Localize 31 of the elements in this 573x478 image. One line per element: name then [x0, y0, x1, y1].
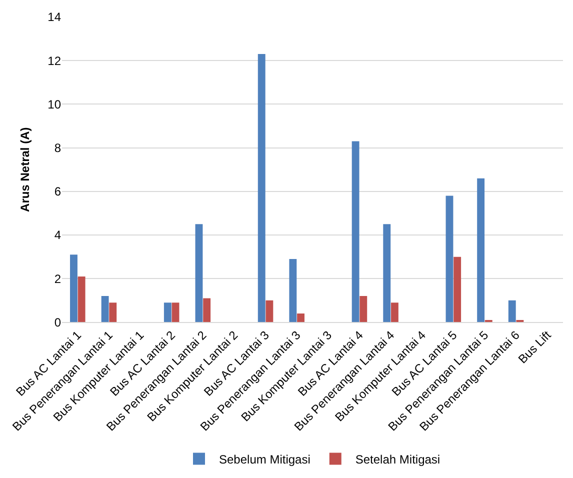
- bar: [70, 254, 78, 322]
- bar: [508, 300, 516, 322]
- bar: [297, 314, 304, 322]
- y-axis-title: Arus Netral (A): [18, 127, 32, 212]
- bar: [289, 259, 297, 322]
- y-tick-label: 12: [48, 54, 62, 68]
- y-tick-label: 14: [48, 10, 62, 24]
- bar: [266, 300, 274, 322]
- y-tick-label: 2: [54, 272, 62, 286]
- bar: [164, 302, 172, 322]
- bar: [477, 178, 485, 322]
- bar: [454, 256, 462, 322]
- y-tick-label: 6: [54, 184, 62, 199]
- bar: [78, 276, 86, 322]
- legend-label: Sebelum Mitigasi: [219, 452, 310, 466]
- bar: [383, 224, 391, 322]
- bar: [172, 302, 180, 322]
- bar: [258, 54, 266, 322]
- y-tick-label: 8: [54, 141, 62, 156]
- bar: [203, 298, 211, 322]
- bar: [360, 296, 368, 322]
- bar: [101, 296, 109, 322]
- y-tick-label: 0: [54, 315, 62, 330]
- bar: [352, 141, 360, 322]
- y-tick-label: 10: [48, 97, 62, 112]
- legend-label: Setelah Mitigasi: [355, 452, 440, 466]
- y-tick-label: 4: [54, 228, 62, 242]
- bar: [195, 224, 203, 322]
- bar: [109, 302, 117, 322]
- bar: [390, 302, 398, 322]
- bar: [446, 196, 454, 322]
